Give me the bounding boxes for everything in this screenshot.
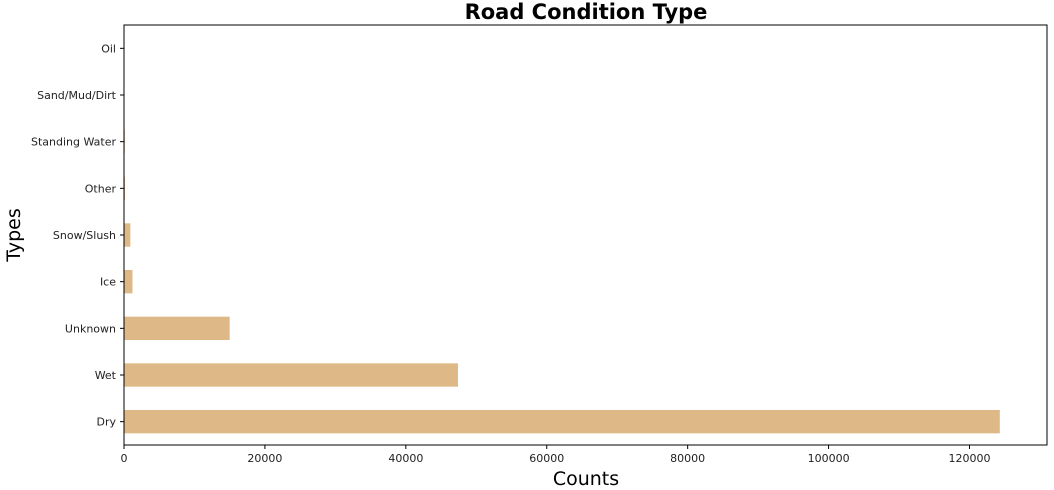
x-tick-label: 60000 — [529, 452, 564, 465]
bar-ice — [124, 270, 133, 294]
plot-frame — [123, 24, 1048, 446]
x-axis-label: Counts — [553, 468, 619, 490]
y-tick-label: Oil — [101, 42, 116, 55]
x-tick-label: 40000 — [388, 452, 423, 465]
x-tick-label: 120000 — [948, 452, 990, 465]
y-tick-label: Dry — [96, 416, 116, 429]
y-tick-label: Wet — [95, 369, 117, 382]
y-axis-ticks: Dry Wet Unknown Ice Snow/Slush Other Standing … — [31, 42, 124, 429]
x-tick-label: 100000 — [808, 452, 850, 465]
bar-wet — [124, 363, 458, 387]
chart-title: Road Condition Type — [465, 0, 708, 24]
bar-snow-slush — [124, 223, 131, 247]
y-tick-label: Sand/Mud/Dirt — [37, 89, 117, 102]
y-tick-label: Other — [85, 182, 117, 195]
x-tick-label: 0 — [121, 452, 128, 465]
x-tick-label: 20000 — [247, 452, 282, 465]
bar-dry — [124, 410, 1000, 434]
x-axis-ticks: 0 20000 40000 60000 80000 100000 120000 — [121, 445, 990, 465]
y-axis-label: Types — [3, 208, 25, 263]
x-tick-label: 80000 — [670, 452, 705, 465]
bar-unknown — [124, 316, 230, 340]
bars-group — [124, 36, 1000, 434]
y-tick-label: Snow/Slush — [53, 229, 116, 242]
y-tick-label: Unknown — [65, 322, 116, 335]
y-tick-label: Standing Water — [31, 136, 116, 149]
y-tick-label: Ice — [100, 276, 116, 289]
